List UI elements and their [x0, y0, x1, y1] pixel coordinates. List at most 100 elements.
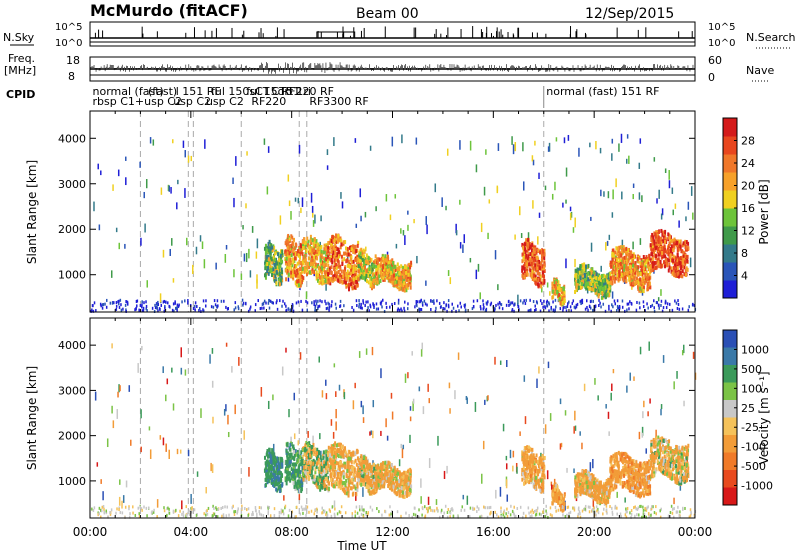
- echo-cell: [634, 270, 637, 275]
- cpid-text: rbsp C1+usp C2: [93, 95, 182, 108]
- echo-cell: [577, 279, 580, 284]
- echo-cell: [267, 512, 269, 516]
- echo-cell: [452, 306, 455, 310]
- echo-cell: [279, 254, 282, 259]
- echo-cell: [337, 249, 340, 254]
- echo-cell: [625, 253, 628, 258]
- echo-cell: [296, 261, 299, 266]
- echo-cell: [120, 308, 123, 312]
- echo-cell: [177, 514, 180, 518]
- echo-cell: [590, 281, 593, 286]
- echo-cell: [610, 260, 613, 265]
- echo-cell: [166, 507, 168, 511]
- echo-cell: [419, 307, 421, 311]
- echo-cell: [641, 290, 644, 296]
- echo-cell: [302, 255, 305, 260]
- echo-cell: [357, 274, 360, 279]
- echo-cell: [173, 309, 175, 313]
- echo-cell: [636, 272, 639, 277]
- echo-cell: [104, 302, 106, 306]
- echo-cell: [409, 265, 412, 270]
- echo-cell: [541, 273, 544, 278]
- echo-cell: [388, 278, 391, 283]
- echo-cell: [299, 255, 302, 260]
- echo-cell: [527, 309, 530, 313]
- echo-cell: [146, 280, 148, 288]
- echo-cell: [495, 303, 497, 307]
- echo-cell: [522, 245, 525, 250]
- echo-cell: [372, 279, 375, 284]
- echo-cell: [472, 506, 474, 510]
- echo-cell: [624, 309, 626, 313]
- echo-cell: [314, 249, 317, 254]
- echo-cell: [637, 281, 640, 286]
- echo-cell: [304, 251, 307, 256]
- echo-cell: [675, 256, 678, 261]
- echo-cell: [611, 291, 614, 299]
- echo-cell: [411, 515, 414, 519]
- echo-cell: [577, 282, 580, 287]
- echo-cell: [459, 301, 462, 305]
- echo-cell: [657, 260, 660, 265]
- echo-cell: [328, 256, 331, 261]
- cpid-text: ful 150sCT: [211, 85, 270, 98]
- echo-cell: [272, 301, 274, 305]
- echo-cell: [451, 309, 453, 313]
- echo-cell: [635, 276, 638, 281]
- echo-cell: [331, 254, 334, 259]
- echo-cell: [614, 276, 617, 281]
- echo-cell: [679, 515, 681, 519]
- echo-cell: [117, 169, 120, 177]
- echo-cell: [540, 250, 543, 255]
- echo-cell: [514, 234, 516, 240]
- echo-cell: [415, 137, 418, 145]
- echo-cell: [196, 304, 198, 308]
- echo-cell: [377, 266, 380, 271]
- echo-cell: [400, 273, 403, 278]
- echo-cell: [670, 244, 673, 249]
- echo-cell: [621, 239, 624, 247]
- echo-cell: [233, 513, 236, 517]
- echo-cell: [92, 509, 95, 513]
- echo-cell: [651, 254, 654, 259]
- echo-cell: [650, 507, 653, 511]
- echo-cell: [668, 262, 671, 267]
- echo-cell: [119, 298, 122, 302]
- echo-cell: [569, 212, 572, 221]
- echo-cell: [533, 309, 536, 313]
- echo-cell: [658, 189, 660, 199]
- echo-cell: [664, 240, 667, 245]
- echo-cell: [692, 302, 694, 306]
- echo-cell: [540, 281, 543, 286]
- echo-cell: [524, 247, 527, 252]
- echo-cell: [145, 304, 148, 308]
- echo-cell: [284, 241, 287, 246]
- echo-cell: [674, 268, 677, 273]
- echo-cell: [522, 255, 525, 260]
- echo-cell: [583, 507, 585, 511]
- echo-cell: [648, 256, 651, 261]
- echo-cell: [312, 212, 314, 218]
- echo-cell: [594, 288, 597, 293]
- echo-cell: [316, 256, 319, 261]
- echo-cell: [194, 301, 197, 305]
- echo-cell: [324, 299, 326, 303]
- echo-cell: [532, 258, 535, 263]
- echo-cell: [523, 261, 526, 266]
- echo-cell: [654, 254, 657, 259]
- echo-cell: [689, 257, 692, 268]
- echo-cell: [604, 282, 607, 287]
- echo-cell: [578, 279, 581, 284]
- echo-cell: [298, 249, 301, 254]
- echo-cell: [672, 242, 675, 247]
- echo-cell: [383, 267, 386, 272]
- echo-cell: [557, 284, 560, 289]
- echo-cell: [356, 248, 359, 253]
- nsky-label: N.Sky: [3, 31, 35, 44]
- echo-cell: [611, 257, 614, 262]
- echo-cell: [383, 271, 386, 276]
- echo-cell: [672, 209, 675, 216]
- echo-cell: [319, 299, 321, 303]
- echo-cell: [661, 253, 664, 258]
- echo-cell: [157, 303, 160, 307]
